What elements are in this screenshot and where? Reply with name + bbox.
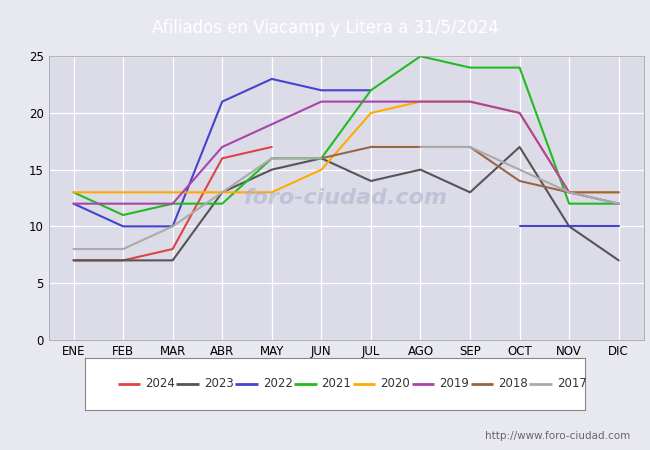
Text: foro-ciudad.com: foro-ciudad.com bbox=[244, 188, 448, 208]
Text: http://www.foro-ciudad.com: http://www.foro-ciudad.com bbox=[486, 431, 630, 441]
Text: 2020: 2020 bbox=[380, 377, 410, 390]
Text: 2023: 2023 bbox=[204, 377, 234, 390]
Text: 2017: 2017 bbox=[557, 377, 587, 390]
Text: 2018: 2018 bbox=[498, 377, 528, 390]
Text: Afiliados en Viacamp y Litera a 31/5/2024: Afiliados en Viacamp y Litera a 31/5/202… bbox=[151, 19, 499, 37]
Text: 2024: 2024 bbox=[145, 377, 175, 390]
Text: 2021: 2021 bbox=[322, 377, 352, 390]
Text: 2019: 2019 bbox=[439, 377, 469, 390]
Text: 2022: 2022 bbox=[263, 377, 292, 390]
